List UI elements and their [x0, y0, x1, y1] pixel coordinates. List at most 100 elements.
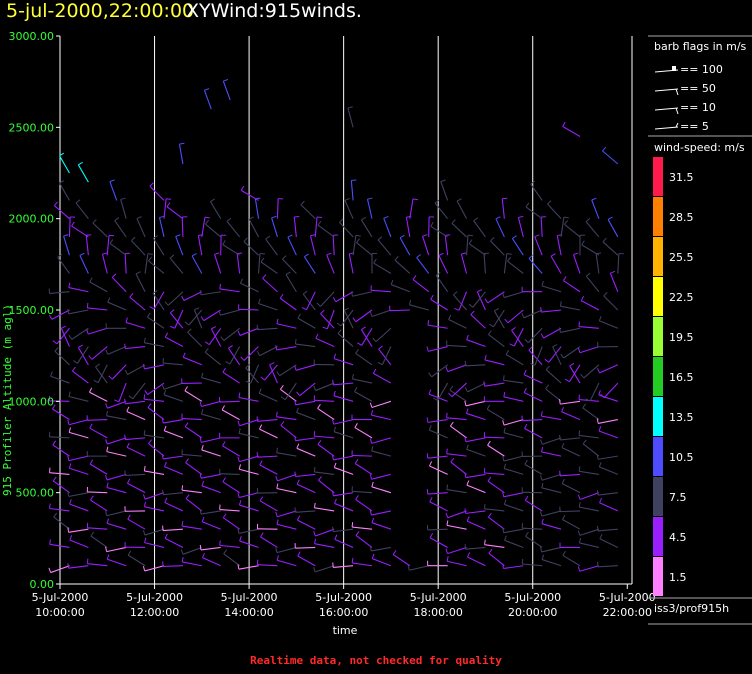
barb-shaft — [106, 510, 127, 517]
wind-barb — [238, 392, 259, 402]
wind-barb — [502, 375, 524, 384]
barb-shaft — [524, 463, 543, 475]
wind-barb — [275, 510, 297, 518]
wind-barb — [541, 554, 562, 567]
barb-shaft — [503, 379, 524, 384]
barb-shaft — [293, 216, 297, 237]
wind-barb — [502, 291, 524, 299]
barb-flag — [187, 328, 192, 333]
barb-flag — [466, 444, 469, 450]
barb-flag — [399, 234, 405, 239]
barb-flag — [600, 393, 605, 399]
barb-shaft — [444, 235, 449, 256]
barb-shaft — [541, 523, 562, 530]
wind-barb — [521, 523, 543, 530]
wind-barb — [371, 252, 377, 274]
wind-barb — [201, 216, 210, 238]
wind-barb — [426, 345, 448, 352]
barb-shaft — [599, 364, 619, 374]
barb-flag — [317, 220, 322, 226]
wind-barb — [369, 400, 392, 409]
barb-shaft — [326, 309, 335, 329]
barb-flag — [223, 549, 228, 554]
wind-barb — [52, 404, 70, 421]
barb-shaft — [503, 396, 524, 402]
wind-barb — [129, 292, 146, 311]
barb-shaft — [447, 546, 467, 555]
wind-barb — [446, 484, 467, 494]
wind-barb — [240, 346, 259, 361]
barb-shaft — [120, 199, 127, 219]
barb-shaft — [534, 346, 543, 366]
barb-shaft — [446, 417, 467, 421]
wind-barb — [370, 285, 391, 293]
barb-flag — [124, 343, 126, 349]
wind-barb — [313, 431, 335, 439]
x-axis: 5-Jul-200010:00:005-Jul-200012:00:005-Ju… — [32, 584, 656, 619]
wind-barb — [427, 560, 448, 567]
barb-shaft — [563, 346, 581, 359]
barb-shaft — [334, 538, 354, 548]
barb-flag — [245, 380, 251, 384]
barb-flag — [502, 197, 508, 200]
speed-bin-swatch — [653, 517, 663, 556]
wind-barb — [390, 279, 411, 293]
wind-barb — [540, 327, 562, 339]
barb-flag — [314, 538, 316, 544]
barb-flag — [429, 533, 434, 539]
wind-barb — [541, 446, 562, 457]
barb-shaft — [106, 473, 127, 481]
wind-barb — [276, 198, 284, 219]
barb-shaft — [79, 255, 89, 274]
barb-shaft — [339, 221, 354, 238]
barb-shaft — [522, 563, 543, 567]
wind-barb — [541, 518, 562, 530]
barb-flag — [484, 539, 486, 545]
barb-shaft — [523, 374, 543, 384]
wind-barb — [220, 234, 227, 256]
barb-flag — [71, 221, 75, 227]
barb-flag — [578, 537, 582, 544]
wind-barb — [564, 364, 581, 383]
wind-barb — [256, 523, 278, 530]
barb-flag — [237, 564, 240, 570]
barb-shaft — [95, 366, 108, 384]
wind-barb — [505, 349, 524, 366]
wind-barb — [578, 430, 599, 439]
barb-flag — [524, 338, 529, 344]
barb-flag — [449, 421, 454, 427]
barb-shaft — [239, 455, 259, 463]
barb-shaft — [528, 349, 543, 366]
barb-flag — [248, 216, 254, 220]
barb-flag — [446, 520, 449, 526]
barb-shaft — [203, 309, 222, 322]
wind-barb — [429, 461, 448, 475]
barb-flag — [304, 253, 309, 258]
barb-shaft — [450, 425, 467, 439]
wind-barb — [75, 199, 89, 220]
barb-flag — [524, 459, 528, 465]
wind-barb — [577, 565, 600, 572]
barb-shaft — [503, 468, 524, 475]
wind-barb — [223, 549, 240, 567]
wind-barb — [582, 439, 600, 457]
wind-barb — [238, 428, 259, 439]
wind-barb — [181, 291, 203, 301]
barb-shaft — [465, 400, 486, 407]
barb-shaft — [578, 434, 599, 439]
barb-flag — [352, 317, 357, 323]
barb-flag — [351, 557, 354, 564]
barb-shaft — [503, 455, 524, 462]
barb-shaft — [524, 427, 543, 439]
wind-barb — [239, 536, 259, 548]
barb-flag — [275, 344, 278, 351]
wind-barb — [426, 524, 448, 531]
wind-barb — [124, 542, 146, 549]
speed-bin: 7.5 — [653, 477, 687, 516]
wind-barbs-layer — [48, 78, 624, 574]
barb-flag — [52, 476, 57, 482]
barb-flag — [182, 352, 186, 358]
barb-flag — [310, 234, 316, 237]
barb-shaft — [69, 467, 89, 475]
barb-shaft — [147, 316, 165, 329]
